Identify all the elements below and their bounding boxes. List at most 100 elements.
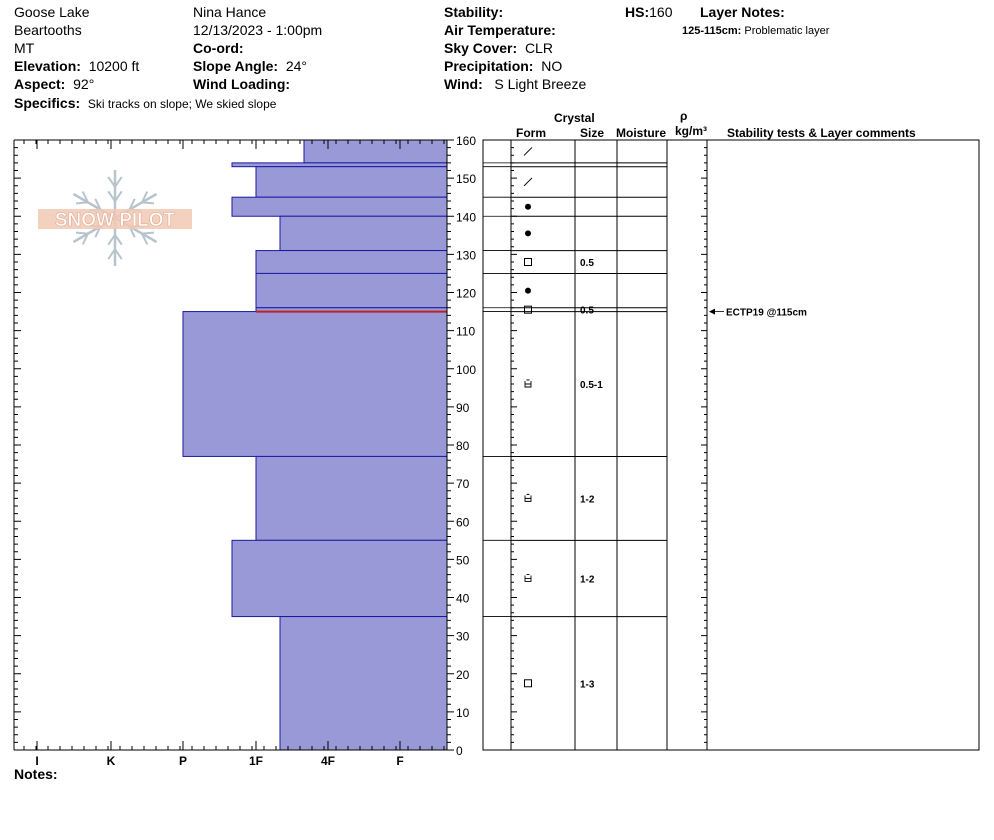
snowflake-branch — [141, 231, 155, 235]
depth-tick-label: 20 — [456, 668, 470, 682]
depth-tick-label: 140 — [456, 210, 476, 224]
crystal-size-label: 0.5-1 — [580, 380, 603, 391]
stability-test-arrowhead — [709, 308, 715, 315]
form-icon-rounded-grain — [525, 203, 531, 210]
observer-name: Nina Hance — [193, 4, 267, 20]
snowflake-branch — [81, 191, 89, 203]
form-icon-faceted — [524, 679, 532, 688]
air-temperature: Air Temperature: — [444, 22, 556, 38]
stability-test-label: ECTP19 @115cm — [726, 308, 807, 319]
hardness-tick-label: F — [396, 754, 403, 768]
snowflake-branch — [94, 198, 102, 211]
slope-angle: Slope Angle: 24° — [193, 58, 307, 74]
crystal-size-label: 1-2 — [580, 494, 595, 505]
hardness-bar — [255, 272, 448, 309]
depth-tick-label: 80 — [456, 439, 470, 453]
depth-tick-label: 0 — [456, 744, 463, 758]
snowflake-branch — [75, 231, 89, 235]
density-unit-header: kg/m³ — [675, 124, 708, 138]
hardness-tick-label: I — [35, 754, 38, 768]
moisture-header: Moisture — [616, 126, 667, 140]
hardness-bar — [182, 311, 448, 457]
depth-tick-label: 60 — [456, 515, 470, 529]
rho-header: ρ — [680, 109, 688, 123]
hardness-bar — [231, 162, 448, 168]
snowflake-branch — [114, 176, 123, 188]
specifics: Specifics: Ski tracks on slope; We skied… — [14, 95, 277, 111]
snowflake-branch — [114, 234, 123, 246]
hardness-bar — [279, 616, 448, 751]
state: MT — [14, 40, 35, 56]
stability-comments-header: Stability tests & Layer comments — [727, 126, 916, 140]
layer-notes-title: Layer Notes: — [700, 4, 785, 20]
depth-tick-label: 150 — [456, 172, 476, 186]
hardness-tick-label: 4F — [321, 754, 335, 768]
depth-tick-label: 160 — [456, 134, 476, 148]
hardness-bar — [231, 196, 448, 217]
form-icon-depth-hoar — [524, 493, 532, 502]
aspect: Aspect: 92° — [14, 76, 95, 92]
snowflake-branch — [75, 201, 89, 205]
snowflake-branch — [114, 248, 123, 260]
form-icon-faceted — [524, 305, 532, 314]
elevation: Elevation: 10200 ft — [14, 58, 140, 74]
depth-tick-label: 100 — [456, 363, 476, 377]
crystal-size-label: 1-3 — [580, 679, 595, 690]
wind: Wind: S Light Breeze — [444, 76, 587, 92]
form-icon-depth-hoar — [524, 573, 532, 582]
sky-cover: Sky Cover: CLR — [444, 40, 553, 56]
snowflake-branch — [107, 234, 116, 246]
snowflake-branch — [141, 201, 155, 205]
hardness-bar — [303, 139, 448, 164]
watermark-band — [38, 209, 192, 229]
hardness-profile — [182, 139, 448, 751]
form-icon-rounded-grain — [525, 230, 531, 237]
table-frame — [482, 139, 980, 751]
depth-tick-label: 110 — [456, 325, 475, 339]
watermark-text: SNOW PILOT — [55, 210, 176, 231]
snowflake-branch — [81, 233, 89, 245]
snowflake-branch — [141, 191, 149, 203]
mountain-range: Beartooths — [14, 22, 82, 38]
form-icon-depth-hoar — [524, 379, 532, 388]
hardness-bar — [255, 250, 448, 274]
snowflake-branch — [107, 190, 116, 202]
notes-label: Notes: — [14, 766, 58, 782]
chart-axes: 0 10 20 30 40 50 60 70 80 90 100 110 120 130 140 150 160… — [13, 134, 476, 768]
snowflake-branch — [107, 176, 116, 188]
wind-loading: Wind Loading: — [193, 76, 291, 92]
crystal-size-label: 0.5 — [580, 258, 594, 269]
location-name: Goose Lake — [14, 4, 90, 20]
snowflake-branch — [114, 190, 123, 202]
observation-datetime: 12/13/2023 - 1:00pm — [193, 22, 323, 38]
coordinates: Co-ord: — [193, 40, 244, 56]
hardness-tick-label: P — [179, 754, 187, 768]
depth-tick-label: 90 — [456, 401, 470, 415]
depth-tick-label: 120 — [456, 287, 476, 301]
hardness-bar — [255, 455, 448, 541]
depth-tick-label: 50 — [456, 553, 470, 567]
hardness-bar — [279, 215, 448, 252]
depth-tick-label: 70 — [456, 477, 470, 491]
form-icon-precip-particle — [523, 147, 533, 156]
depth-tick-label: 10 — [456, 706, 470, 720]
hardness-tick-label: K — [107, 754, 116, 768]
crystal-size-label: 1-2 — [580, 574, 595, 585]
crystal-header: Crystal — [554, 111, 595, 125]
form-icon-precip-particle — [523, 177, 533, 187]
hardness-bar — [231, 539, 448, 618]
snowpilot-watermark: SNOW PILOT — [38, 170, 192, 266]
precipitation: Precipitation: NO — [444, 58, 563, 74]
snow-height: HS:160 — [625, 4, 673, 20]
hardness-tick-label: 1F — [249, 754, 263, 768]
form-icon-faceted — [524, 258, 532, 266]
form-header: Form — [516, 126, 546, 140]
stability: Stability: — [444, 4, 504, 20]
depth-tick-label: 30 — [456, 630, 470, 644]
hardness-bar — [255, 166, 448, 198]
depth-tick-label: 40 — [456, 592, 470, 606]
form-icon-rounded-grain — [525, 287, 531, 294]
layer-note: 125-115cm: Problematic layer — [682, 25, 830, 37]
